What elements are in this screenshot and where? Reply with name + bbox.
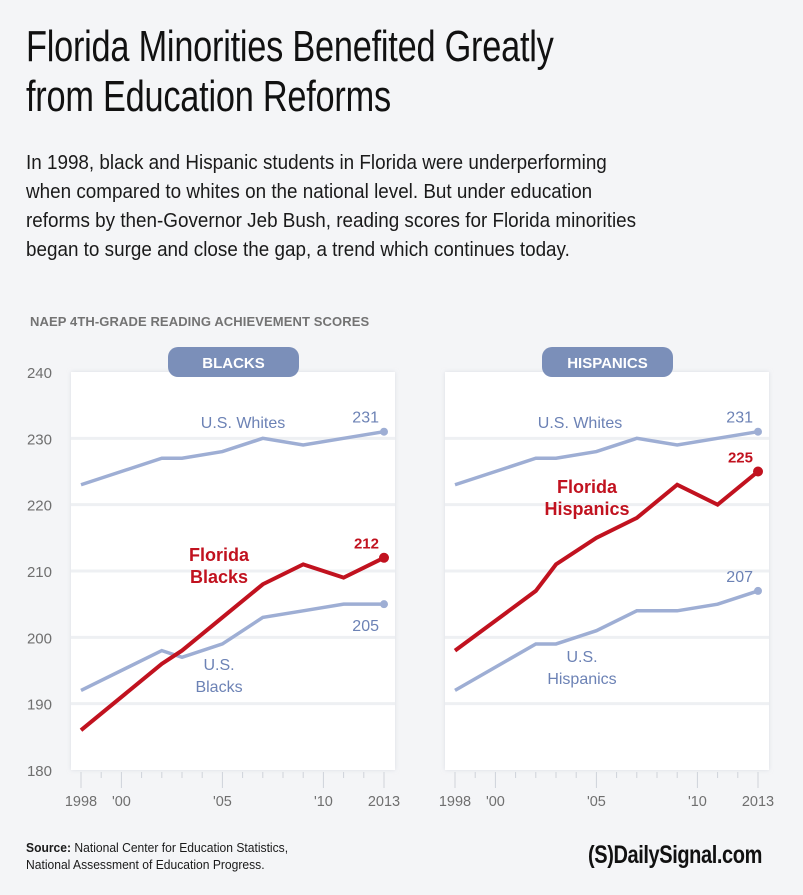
x-tick-label: 1998 — [65, 794, 97, 810]
x-tick-label: '05 — [587, 794, 606, 810]
daily-signal-logo: (S)DailySignal.com — [588, 841, 762, 869]
x-tick-label: '10 — [688, 794, 707, 810]
source-line-1: National Center for Education Statistics… — [71, 840, 289, 855]
source-note: Source: National Center for Education St… — [26, 839, 288, 873]
y-tick-label: 230 — [27, 431, 52, 448]
data-point — [754, 586, 762, 595]
title-line-2: from Education Reforms — [26, 72, 391, 121]
chart-panel-hispanics: 1998 '00 '05 '10 2013 231 U.S. Whites 207 U.S. Hi… — [439, 347, 774, 810]
intro-paragraph: In 1998, black and Hispanic students in … — [26, 148, 707, 264]
y-tick-label: 210 — [27, 564, 52, 581]
y-tick-label: 180 — [27, 763, 52, 780]
data-point — [379, 552, 389, 563]
series-label: U.S. — [566, 649, 597, 666]
page-title: Florida Minorities Benefited Greatly fro… — [26, 22, 619, 122]
series-label: Hispanics — [544, 499, 629, 519]
x-tick-label: '10 — [314, 794, 333, 810]
series-label: Blacks — [190, 567, 248, 587]
series-line-florida-hispanics — [453, 469, 760, 653]
y-tick-label: 220 — [27, 498, 52, 515]
intro-line: reforms by then-Governor Jeb Bush, readi… — [26, 209, 637, 232]
data-point — [754, 427, 762, 436]
series-line-u-s-whites — [454, 429, 759, 487]
series-label: U.S. Whites — [201, 415, 285, 432]
intro-line: In 1998, black and Hispanic students in … — [26, 151, 607, 174]
x-tick-label: '00 — [486, 794, 505, 810]
y-tick-label: 190 — [27, 697, 52, 714]
end-value-label: 231 — [726, 410, 753, 427]
x-tick-label: '00 — [112, 794, 131, 810]
series-label: Hispanics — [547, 671, 616, 688]
series-line-florida-blacks — [79, 555, 385, 732]
series-label: Florida — [557, 477, 618, 497]
title-line-1: Florida Minorities Benefited Greatly — [26, 22, 554, 71]
end-value-label: 207 — [726, 569, 753, 586]
end-value-label: 205 — [352, 618, 379, 635]
chart-heading: NAEP 4TH-GRADE READING ACHIEVEMENT SCORE… — [30, 314, 370, 329]
data-point — [380, 427, 388, 436]
series-label: Florida — [189, 545, 250, 565]
end-value-label: 212 — [354, 536, 379, 553]
intro-line: began to surge and close the gap, a tren… — [26, 238, 570, 261]
chart-panel-blacks: 180 190 200 210 220 230 240 1998 '00 '05 '10 2013 23… — [27, 347, 400, 810]
x-tick-label: 2013 — [368, 794, 400, 810]
data-point — [380, 600, 388, 609]
panel-title: HISPANICS — [567, 355, 648, 372]
source-line-2: National Assessment of Education Progres… — [26, 857, 265, 872]
panel-title-pill — [168, 347, 299, 377]
series-label: Blacks — [195, 679, 242, 696]
intro-line: when compared to whites on the national … — [26, 180, 593, 203]
x-tick-label: 1998 — [439, 794, 471, 810]
y-tick-label: 200 — [27, 630, 52, 647]
x-tick-label: '05 — [213, 794, 232, 810]
end-value-label: 231 — [352, 410, 379, 427]
data-point — [753, 466, 763, 477]
source-label: Source: — [26, 840, 72, 855]
series-line-u-s-hispanics — [454, 589, 759, 692]
panel-title: BLACKS — [202, 355, 265, 372]
x-tick-label: 2013 — [742, 794, 774, 810]
series-label: U.S. — [203, 657, 234, 674]
end-value-label: 225 — [728, 450, 753, 467]
panel-title-pill — [542, 347, 673, 377]
series-line-u-s-whites — [80, 429, 385, 487]
series-label: U.S. Whites — [538, 415, 622, 432]
y-tick-label: 240 — [27, 365, 52, 382]
series-line-u-s-blacks — [80, 602, 384, 692]
